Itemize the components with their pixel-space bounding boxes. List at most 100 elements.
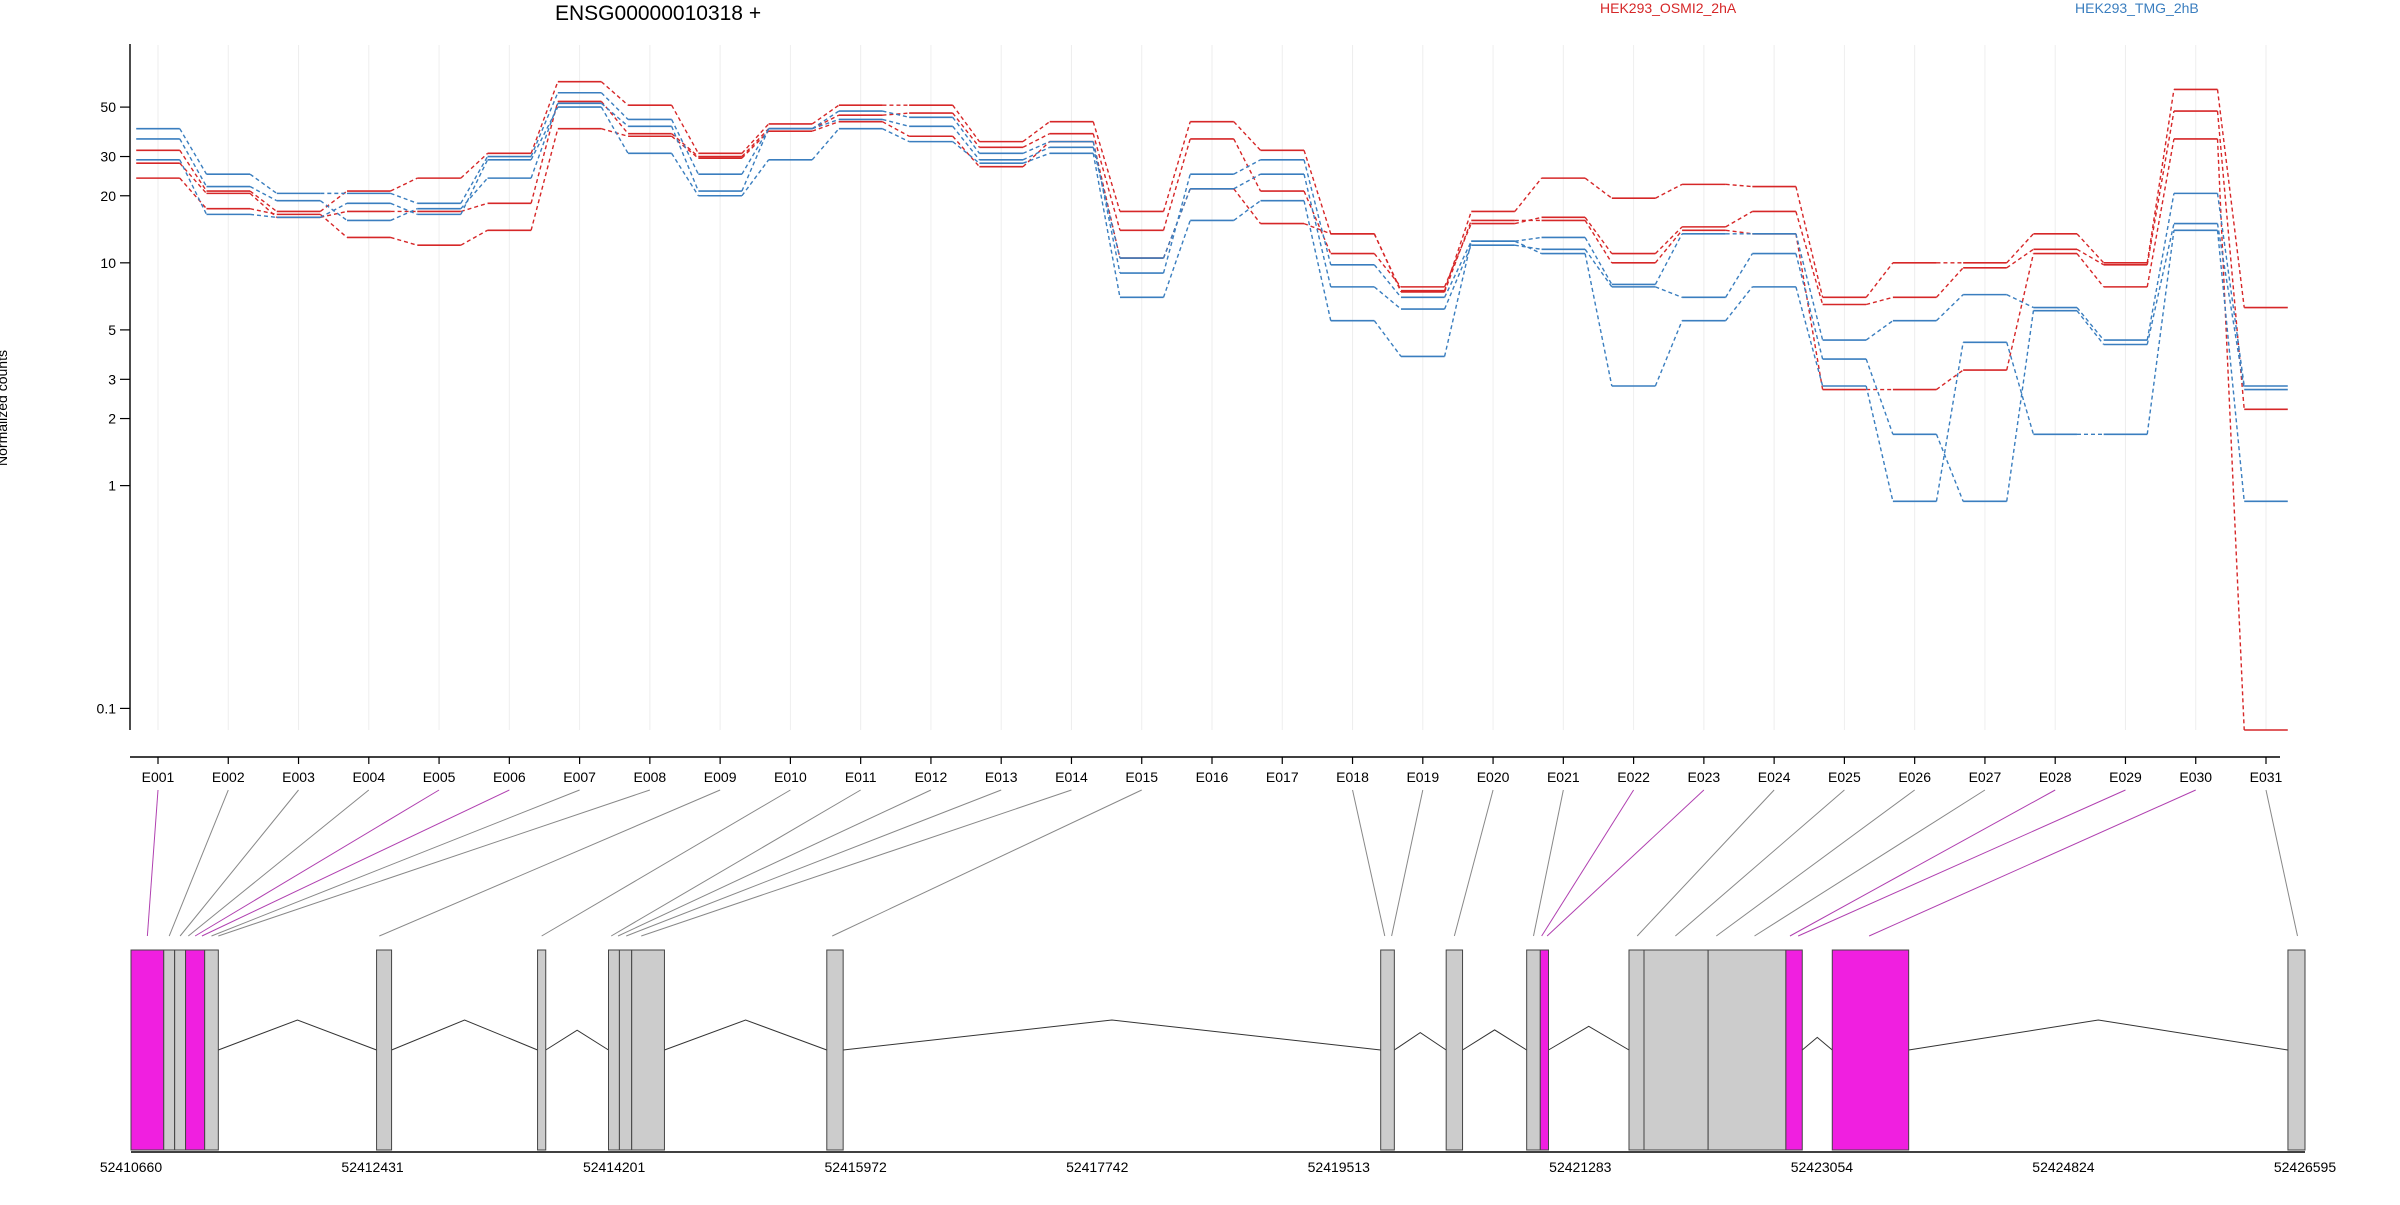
y-tick-label: 5 xyxy=(108,322,116,338)
series-6 xyxy=(136,106,2288,503)
series-transition xyxy=(1022,141,1051,168)
exon-block xyxy=(1785,949,1803,1151)
series-transition xyxy=(671,152,699,197)
series-transition xyxy=(2006,293,2034,309)
y-tick-label: 10 xyxy=(100,255,116,271)
series-transition xyxy=(1654,226,1683,255)
series-transition xyxy=(1935,434,1964,502)
series-transition xyxy=(2076,307,2105,341)
series-transition xyxy=(1935,267,1964,298)
exon-link-line xyxy=(218,789,651,937)
exon-link-line xyxy=(541,789,791,937)
series-transition xyxy=(1373,320,1402,357)
exon-link-line xyxy=(1868,789,2196,937)
exon-block xyxy=(163,949,176,1151)
series-transition xyxy=(2006,248,2034,269)
chart-title: ENSG00000010318 + xyxy=(555,2,762,25)
x-tick-label: E030 xyxy=(2179,769,2212,785)
series-transition xyxy=(460,159,489,215)
exon-link-line xyxy=(187,789,370,937)
exon-block xyxy=(1831,949,1910,1151)
exon-link-line xyxy=(211,789,580,937)
series-transition xyxy=(1162,121,1191,212)
exon-block xyxy=(204,949,219,1151)
exon-block xyxy=(618,949,633,1151)
series-transition xyxy=(1655,183,1683,199)
genomic-coordinate-label: 52415972 xyxy=(825,1159,888,1175)
series-transition xyxy=(1303,174,1332,288)
series-transition xyxy=(179,138,208,187)
exon-block xyxy=(376,949,393,1151)
series-transition xyxy=(179,149,208,192)
series-transition xyxy=(390,192,418,204)
y-tick-label: 1 xyxy=(108,478,116,494)
series-transition xyxy=(882,112,910,116)
series-transition xyxy=(249,190,278,213)
series-transition xyxy=(319,190,348,213)
y-tick-label: 3 xyxy=(108,371,116,387)
series-transition xyxy=(1936,369,1964,391)
exon-link-line xyxy=(379,789,721,937)
intron xyxy=(391,1019,538,1051)
series-transition xyxy=(1865,385,1894,502)
series-transition xyxy=(1373,264,1402,298)
series-transition xyxy=(1373,286,1402,310)
exon-block xyxy=(1445,949,1464,1151)
series-transition xyxy=(1233,173,1261,190)
exon-block xyxy=(1643,949,1709,1151)
series-transition xyxy=(2076,253,2105,288)
series-transition xyxy=(2216,138,2245,731)
exon-block xyxy=(631,949,665,1151)
x-tick-label: E026 xyxy=(1898,769,1931,785)
genomic-coordinate-label: 52419513 xyxy=(1308,1159,1371,1175)
series-transition xyxy=(1092,147,1121,259)
series-transition xyxy=(600,92,629,120)
exon-block xyxy=(1628,949,1645,1151)
exon-link-line xyxy=(1533,789,1564,937)
exon-block xyxy=(608,949,620,1151)
exon-link-line xyxy=(1797,789,2126,937)
series-transition xyxy=(600,101,629,135)
series-transition xyxy=(390,202,418,216)
exon-block xyxy=(2287,949,2306,1151)
series-transition xyxy=(1584,248,1613,288)
genomic-coordinate-label: 52417742 xyxy=(1066,1159,1129,1175)
series-transition xyxy=(1795,233,1824,341)
x-tick-label: E008 xyxy=(634,769,667,785)
exon-link-line xyxy=(194,789,440,937)
exon-link-line xyxy=(201,789,510,937)
series-transition xyxy=(1795,233,1824,390)
y-tick-label: 2 xyxy=(108,411,116,427)
series-transition xyxy=(530,101,559,204)
series-transition xyxy=(1725,253,1753,298)
series-4 xyxy=(136,91,2288,387)
genomic-coordinate-label: 52412431 xyxy=(341,1159,404,1175)
series-transition xyxy=(882,118,910,127)
series-transition xyxy=(600,81,629,106)
series-transition xyxy=(1866,296,1894,306)
intron xyxy=(1908,1019,2289,1051)
series-transition xyxy=(1162,138,1191,231)
series-transition xyxy=(741,128,770,192)
series-transition xyxy=(179,177,208,210)
series-transition xyxy=(1303,200,1332,321)
series-transition xyxy=(1092,121,1121,212)
exon-link-line xyxy=(1716,789,1915,937)
series-transition xyxy=(1514,244,1542,250)
series-transition xyxy=(249,207,277,216)
series-transition xyxy=(671,104,699,154)
intron xyxy=(218,1019,377,1051)
x-tick-label: E016 xyxy=(1196,769,1229,785)
legend-entry-osmi2: HEK293_OSMI2_2hA xyxy=(1600,0,1737,16)
series-transition xyxy=(1443,223,1472,288)
x-tick-label: E024 xyxy=(1758,769,1791,785)
series-transition xyxy=(530,128,559,231)
exon-block xyxy=(185,949,206,1151)
series-transition xyxy=(2146,193,2175,341)
series-transition xyxy=(2216,110,2245,410)
series-transition xyxy=(2006,253,2035,371)
series-transition xyxy=(1865,262,1894,298)
x-tick-label: E022 xyxy=(1617,769,1650,785)
series-transition xyxy=(1233,138,1262,192)
series-transition xyxy=(1514,240,1542,255)
